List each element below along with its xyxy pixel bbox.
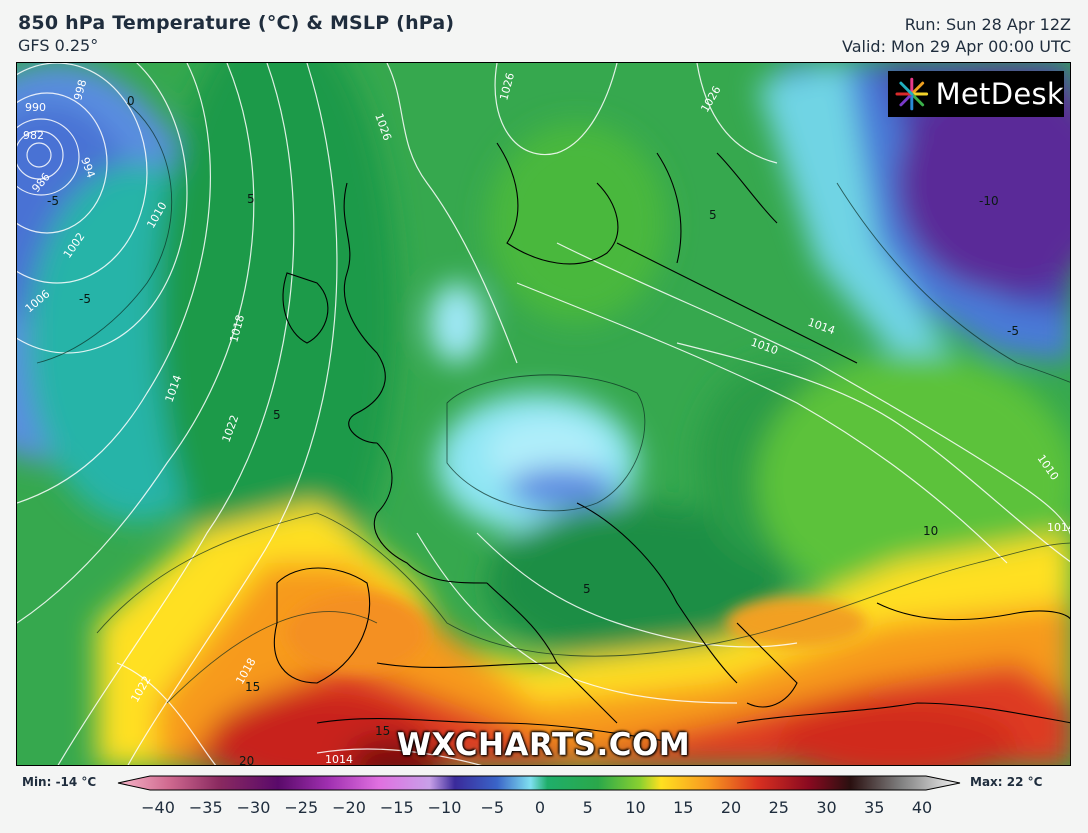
isobars [17, 63, 1070, 765]
legend-tick: −15 [379, 798, 414, 817]
svg-text:990: 990 [25, 101, 46, 114]
legend-tick: 5 [582, 798, 593, 817]
svg-text:5: 5 [709, 208, 717, 222]
svg-text:5: 5 [247, 192, 255, 206]
model-name: GFS 0.25° [18, 36, 99, 55]
coastlines [273, 142, 1070, 744]
legend-tick: −10 [427, 798, 462, 817]
metdesk-logo: MetDesk [888, 71, 1064, 117]
legend-tick: 20 [720, 798, 742, 817]
legend-tick: 40 [911, 798, 933, 817]
svg-text:20: 20 [239, 754, 254, 766]
run-time: Run: Sun 28 Apr 12Z [904, 15, 1071, 34]
legend-tick: 35 [864, 798, 885, 817]
watermark: WXCHARTS.COM [396, 727, 691, 763]
isotherms [36, 102, 1070, 704]
chart-title: 850 hPa Temperature (°C) & MSLP (hPa) [18, 12, 455, 34]
svg-text:0: 0 [127, 94, 135, 108]
run-info: Run: Sun 28 Apr 12Z Valid: Mon 29 Apr 00… [842, 14, 1071, 58]
legend-max-label: Max: 22 °C [970, 775, 1043, 789]
svg-text:5: 5 [583, 582, 591, 596]
svg-text:-5: -5 [47, 194, 59, 208]
legend-tick: 30 [816, 798, 837, 817]
legend-tick: 15 [673, 798, 694, 817]
chart-header: 850 hPa Temperature (°C) & MSLP (hPa) GF… [18, 12, 454, 55]
svg-text:10: 10 [923, 524, 938, 538]
svg-text:998: 998 [71, 78, 89, 102]
svg-text:5: 5 [273, 408, 281, 422]
legend-tick: −25 [284, 798, 319, 817]
svg-text:1014: 1014 [325, 753, 353, 766]
temperature-field: 990 982 986 998 994 1002 1006 1010 1026 … [17, 63, 1071, 766]
weather-map: 990 982 986 998 994 1002 1006 1010 1026 … [16, 62, 1071, 766]
svg-text:982: 982 [23, 129, 44, 142]
isotherm-labels: 0 -5 -5 5 5 5 -10 -5 10 15 15 20 5 [47, 94, 1019, 766]
legend-tick: −20 [332, 798, 366, 817]
color-legend: Min: -14 °C [0, 772, 1088, 832]
svg-text:1014: 1014 [1047, 521, 1071, 534]
svg-text:-5: -5 [79, 292, 91, 306]
svg-text:15: 15 [245, 680, 260, 694]
svg-text:-5: -5 [1007, 324, 1019, 338]
legend-tick: −40 [141, 798, 175, 817]
metdesk-burst-icon [895, 77, 929, 111]
logo-text: MetDesk [935, 77, 1064, 111]
color-scale-bar [117, 775, 961, 791]
legend-tick: −30 [236, 798, 271, 817]
valid-time: Valid: Mon 29 Apr 00:00 UTC [842, 37, 1071, 56]
svg-text:-10: -10 [979, 194, 999, 208]
legend-tick: 25 [768, 798, 789, 817]
svg-text:15: 15 [375, 724, 390, 738]
legend-tick: −35 [188, 798, 223, 817]
legend-tick: −5 [480, 798, 505, 817]
legend-tick: 10 [625, 798, 646, 817]
legend-min-label: Min: -14 °C [22, 775, 97, 789]
legend-ticks: −40 −35 −30 −25 −20 −15 −10 −5 0 5 10 15 20 25 30 35 40 [0, 798, 1088, 822]
legend-tick: 0 [534, 798, 546, 817]
